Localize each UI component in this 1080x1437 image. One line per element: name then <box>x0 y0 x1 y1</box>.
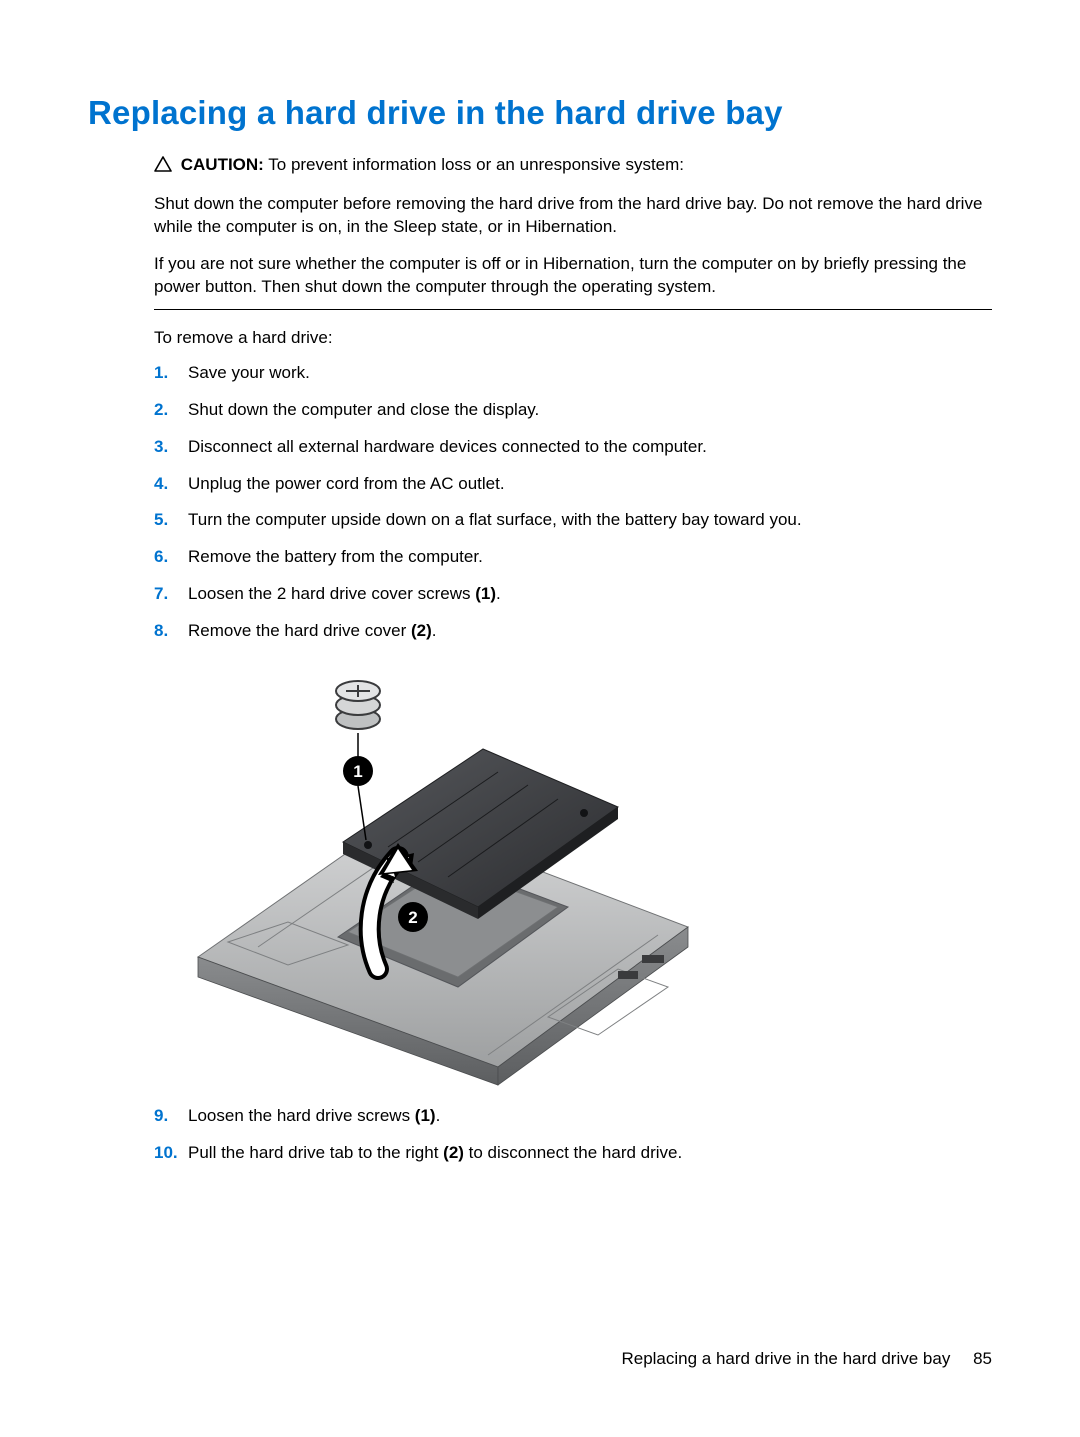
callout-2-label: 2 <box>408 908 417 927</box>
step-number: 1. <box>154 362 168 385</box>
step-item: 9. Loosen the hard drive screws (1). <box>154 1105 992 1128</box>
caution-paragraph-2: If you are not sure whether the computer… <box>154 253 992 299</box>
step-bold-ref: (1) <box>415 1106 436 1125</box>
page-footer: Replacing a hard drive in the hard drive… <box>621 1349 992 1369</box>
step-text-pre: Remove the hard drive cover <box>188 621 411 640</box>
caution-paragraph-1: Shut down the computer before removing t… <box>154 193 992 239</box>
step-text: Turn the computer upside down on a flat … <box>188 510 802 529</box>
step-text: Loosen the hard drive screws (1). <box>188 1106 440 1125</box>
step-item: 2. Shut down the computer and close the … <box>154 399 992 422</box>
step-text-post: . <box>432 621 437 640</box>
caution-lead-text: To prevent information loss or an unresp… <box>268 155 684 174</box>
step-text-pre: Pull the hard drive tab to the right <box>188 1143 443 1162</box>
step-bold-ref: (1) <box>475 584 496 603</box>
step-bold-ref: (2) <box>443 1143 464 1162</box>
step-text: Unplug the power cord from the AC outlet… <box>188 474 505 493</box>
step-item: 7. Loosen the 2 hard drive cover screws … <box>154 583 992 606</box>
document-page: Replacing a hard drive in the hard drive… <box>0 0 1080 1437</box>
step-text-post: to disconnect the hard drive. <box>464 1143 682 1162</box>
step-text: Remove the battery from the computer. <box>188 547 483 566</box>
step-number: 2. <box>154 399 168 422</box>
step-bold-ref: (2) <box>411 621 432 640</box>
step-item: 3. Disconnect all external hardware devi… <box>154 436 992 459</box>
step-item: 10. Pull the hard drive tab to the right… <box>154 1142 992 1165</box>
step-text: Shut down the computer and close the dis… <box>188 400 539 419</box>
step-number: 8. <box>154 620 168 643</box>
step-item: 4. Unplug the power cord from the AC out… <box>154 473 992 496</box>
step-text-pre: Loosen the 2 hard drive cover screws <box>188 584 475 603</box>
step-text-pre: Loosen the hard drive screws <box>188 1106 415 1125</box>
step-text: Disconnect all external hardware devices… <box>188 437 707 456</box>
step-text-post: . <box>496 584 501 603</box>
callout-1-label: 1 <box>353 762 362 781</box>
intro-text: To remove a hard drive: <box>154 328 992 348</box>
step-number: 3. <box>154 436 168 459</box>
caution-block: CAUTION: To prevent information loss or … <box>154 154 992 310</box>
step-text: Remove the hard drive cover (2). <box>188 621 437 640</box>
page-title: Replacing a hard drive in the hard drive… <box>88 94 992 132</box>
step-text: Pull the hard drive tab to the right (2)… <box>188 1143 682 1162</box>
caution-triangle-icon <box>154 156 172 179</box>
step-item: 1. Save your work. <box>154 362 992 385</box>
steps-list-continued: 9. Loosen the hard drive screws (1). 10.… <box>154 1105 992 1165</box>
step-number: 4. <box>154 473 168 496</box>
step-number: 10. <box>154 1142 178 1165</box>
footer-page-number: 85 <box>973 1349 992 1368</box>
step-number: 7. <box>154 583 168 606</box>
step-number: 5. <box>154 509 168 532</box>
step-number: 6. <box>154 546 168 569</box>
footer-section-title: Replacing a hard drive in the hard drive… <box>621 1349 950 1368</box>
caution-line-1: CAUTION: To prevent information loss or … <box>154 154 992 179</box>
step-item: 5. Turn the computer upside down on a fl… <box>154 509 992 532</box>
step-item: 8. Remove the hard drive cover (2). <box>154 620 992 643</box>
caution-label: CAUTION: <box>181 155 264 174</box>
hard-drive-cover-illustration: 2 1 <box>188 657 992 1091</box>
step-text: Save your work. <box>188 363 310 382</box>
step-text-post: . <box>436 1106 441 1125</box>
illustration-svg: 2 1 <box>188 657 694 1086</box>
step-text: Loosen the 2 hard drive cover screws (1)… <box>188 584 501 603</box>
screws-stack-icon <box>336 681 380 729</box>
step-item: 6. Remove the battery from the computer. <box>154 546 992 569</box>
step-number: 9. <box>154 1105 168 1128</box>
steps-list: 1. Save your work. 2. Shut down the comp… <box>154 362 992 644</box>
